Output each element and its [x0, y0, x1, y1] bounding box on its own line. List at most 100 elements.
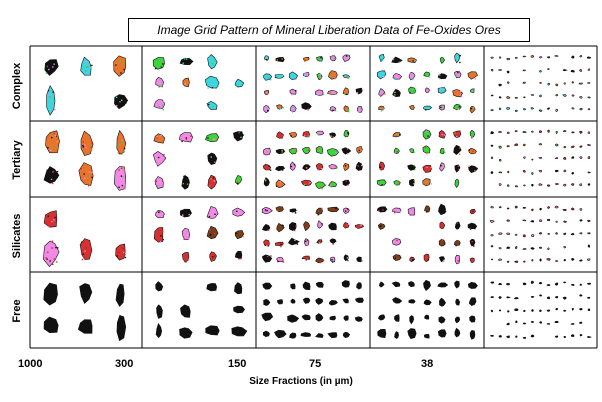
- particle-speck-silicates: [120, 254, 122, 256]
- particle-speck-tertiary: [52, 171, 55, 173]
- particle-speck-silicates: [266, 209, 268, 212]
- particle-speck-tertiary: [124, 188, 126, 190]
- particle-complex-col3: [467, 71, 478, 80]
- particle-speck-complex: [392, 58, 395, 61]
- particle-complex-col4: [530, 94, 534, 96]
- particle-tertiary-col2: [288, 148, 297, 155]
- particle-tertiary-col2: [262, 163, 272, 171]
- particle-speck-tertiary: [358, 149, 360, 152]
- particle-complex-col3: [424, 87, 430, 93]
- particle-free-col2: [342, 298, 349, 304]
- particle-tertiary-col4: [538, 156, 543, 160]
- particle-tertiary-col4: [570, 145, 575, 148]
- particle-speck-tertiary: [181, 140, 183, 143]
- particle-tertiary-col4: [587, 131, 590, 134]
- particle-speck-tertiary: [346, 153, 349, 155]
- particle-complex-col4: [498, 83, 503, 87]
- particle-speck-complex: [52, 66, 54, 68]
- particle-speck-complex: [266, 59, 269, 61]
- particle-speck-complex: [396, 74, 398, 76]
- particle-complex-col0: [80, 56, 92, 76]
- particle-silicates-col3: [469, 257, 475, 264]
- particle-speck-complex: [265, 91, 268, 94]
- particle-speck-complex: [46, 65, 49, 68]
- particle-speck-complex: [473, 90, 475, 92]
- particle-speck-complex: [53, 63, 55, 65]
- particle-speck-tertiary: [295, 150, 298, 152]
- particle-speck-complex: [217, 85, 219, 88]
- particle-speck-tertiary: [264, 179, 267, 181]
- particle-silicates-col4: [555, 232, 558, 235]
- particle-complex-col0: [44, 59, 59, 76]
- particle-speck-complex: [266, 59, 268, 61]
- particle-speck-tertiary: [304, 135, 306, 137]
- particle-complex-col4: [490, 94, 494, 97]
- particle-silicates-col2: [303, 221, 311, 232]
- particle-silicates-col4: [490, 205, 494, 209]
- particle-speck-complex: [455, 75, 457, 77]
- particle-free-col4: [523, 309, 526, 313]
- particle-speck-silicates: [307, 225, 310, 227]
- particle-speck-complex: [125, 102, 127, 104]
- particle-tertiary-col4: [490, 156, 494, 160]
- particle-tertiary-col3: [376, 179, 387, 187]
- particle-free-col2: [315, 297, 324, 305]
- particle-complex-col4: [522, 55, 527, 58]
- particle-complex-col2: [314, 89, 324, 96]
- particle-free-col3: [423, 333, 430, 339]
- particle-free-col4: [539, 294, 543, 297]
- particle-speck-silicates: [320, 224, 322, 226]
- particle-speck-tertiary: [291, 132, 293, 135]
- particle-free-col4: [579, 308, 583, 311]
- particle-complex-col4: [530, 107, 535, 110]
- particle-speck-silicates: [47, 215, 49, 217]
- particle-speck-tertiary: [240, 136, 242, 138]
- particle-speck-silicates: [53, 219, 55, 221]
- x-tick-150: 150: [228, 358, 247, 370]
- particle-speck-silicates: [51, 240, 54, 242]
- particle-free-col4: [513, 297, 519, 300]
- particle-speck-complex: [238, 83, 241, 85]
- particle-complex-col1: [155, 76, 165, 88]
- particle-speck-silicates: [378, 210, 380, 212]
- particle-speck-silicates: [306, 239, 309, 241]
- particle-speck-silicates: [456, 222, 458, 224]
- particle-speck-tertiary: [430, 183, 432, 185]
- particle-tertiary-col4: [570, 183, 575, 186]
- particle-speck-complex: [345, 55, 348, 57]
- particle-complex-col4: [490, 56, 494, 59]
- particle-speck-silicates: [270, 255, 272, 257]
- particle-speck-tertiary: [88, 171, 91, 173]
- particle-speck-tertiary: [413, 183, 415, 185]
- particle-complex-col4: [579, 55, 583, 58]
- particle-speck-silicates: [235, 212, 238, 214]
- particle-silicates-col4: [522, 234, 526, 238]
- particle-speck-complex: [268, 77, 270, 79]
- particle-tertiary-col4: [490, 171, 494, 175]
- particle-speck-silicates: [209, 233, 212, 236]
- particle-speck-tertiary: [345, 180, 347, 182]
- particle-speck-complex: [440, 87, 442, 89]
- particle-free-col3: [455, 298, 461, 306]
- particle-speck-complex: [394, 91, 396, 94]
- particle-speck-silicates: [426, 210, 428, 212]
- particle-silicates-col4: [498, 232, 503, 235]
- particle-complex-col0: [113, 55, 127, 77]
- particle-complex-col4: [578, 82, 583, 85]
- particle-free-col2: [274, 329, 287, 339]
- particle-speck-silicates: [317, 214, 319, 216]
- particle-speck-silicates: [427, 259, 430, 261]
- particle-tertiary-col4: [531, 172, 534, 175]
- particle-free-col4: [554, 282, 559, 286]
- particle-speck-tertiary: [317, 148, 319, 150]
- particle-speck-silicates: [52, 263, 54, 266]
- particle-tertiary-col1: [181, 174, 190, 190]
- particle-speck-tertiary: [321, 188, 323, 190]
- particle-speck-complex: [348, 110, 350, 113]
- particle-speck-complex: [212, 105, 214, 108]
- particle-free-col2: [301, 314, 311, 321]
- particle-complex-col3: [452, 89, 463, 98]
- particle-speck-silicates: [472, 211, 474, 213]
- particle-speck-silicates: [455, 244, 457, 247]
- particle-silicates-col3: [469, 238, 476, 247]
